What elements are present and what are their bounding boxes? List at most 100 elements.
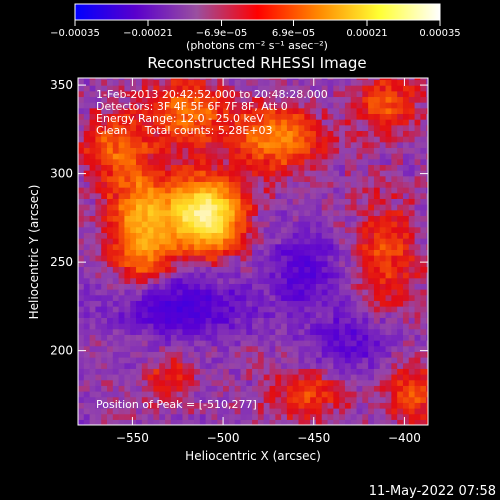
heatmap-cell <box>83 317 91 324</box>
heatmap-cell <box>211 136 218 143</box>
heatmap-cell <box>344 379 352 386</box>
heatmap-cell <box>153 204 160 211</box>
heatmap-cell <box>344 243 352 250</box>
heatmap-cell <box>292 351 300 358</box>
heatmap-cell <box>275 170 282 177</box>
heatmap-cell <box>112 419 120 425</box>
heatmap-cell <box>188 119 195 126</box>
heatmap-cell <box>165 96 172 103</box>
x-tick-label: −400 <box>388 431 421 445</box>
heatmap-cell <box>147 283 155 290</box>
heatmap-cell <box>89 385 97 392</box>
heatmap-cell <box>223 113 230 120</box>
heatmap-cell <box>269 340 276 347</box>
heatmap-cell <box>211 198 218 205</box>
heatmap-cell <box>234 345 242 352</box>
heatmap-cell <box>379 192 387 199</box>
heatmap-cell <box>385 277 392 284</box>
heatmap-cell <box>211 311 218 318</box>
heatmap-cell <box>344 153 352 160</box>
heatmap-cell <box>263 147 271 154</box>
heatmap-cell <box>304 345 311 352</box>
heatmap-cell <box>426 379 428 386</box>
heatmap-cell <box>286 79 294 86</box>
heatmap-cell <box>263 238 271 245</box>
heatmap-cell <box>362 294 369 301</box>
heatmap-cell <box>426 277 428 284</box>
heatmap-cell <box>269 272 276 279</box>
heatmap-cell <box>263 379 271 386</box>
heatmap-cell <box>263 232 271 239</box>
heatmap-cell <box>112 294 120 301</box>
heatmap-cell <box>414 277 421 284</box>
heatmap-cell <box>211 345 218 352</box>
heatmap-cell <box>188 306 195 313</box>
heatmap-cell <box>234 385 242 392</box>
heatmap-cell <box>344 175 352 182</box>
heatmap-cell <box>118 362 126 369</box>
heatmap-cell <box>217 300 224 307</box>
heatmap-cell <box>339 340 346 347</box>
heatmap-cell <box>292 391 300 398</box>
heatmap-cell <box>402 408 410 415</box>
heatmap-cell <box>257 368 265 375</box>
heatmap-cell <box>356 79 363 86</box>
heatmap-cell <box>408 294 416 301</box>
heatmap-cell <box>304 96 311 103</box>
heatmap-cell <box>368 119 375 126</box>
heatmap-cell <box>275 124 282 132</box>
heatmap-cell <box>130 351 137 358</box>
heatmap-cell <box>101 334 108 341</box>
heatmap-cell <box>333 243 340 250</box>
heatmap-cell <box>281 351 288 358</box>
heatmap-cell <box>408 419 416 425</box>
heatmap-cell <box>327 85 334 92</box>
heatmap-cell <box>350 136 358 143</box>
heatmap-cell <box>420 345 427 352</box>
heatmap-cell <box>89 215 97 222</box>
heatmap-cell <box>170 187 178 194</box>
heatmap-cell <box>182 102 189 109</box>
heatmap-cell <box>310 402 317 409</box>
heatmap-cell <box>275 334 282 341</box>
heatmap-cell <box>141 277 149 284</box>
heatmap-cell <box>368 368 375 375</box>
heatmap-cell <box>252 419 259 425</box>
heatmap-cell <box>130 141 137 148</box>
heatmap-cell <box>281 158 288 165</box>
heatmap-cell <box>402 323 410 330</box>
heatmap-cell <box>257 130 265 137</box>
heatmap-cell <box>339 413 346 420</box>
heatmap-cell <box>356 311 363 318</box>
heatmap-cell <box>199 243 207 250</box>
heatmap-cell <box>205 260 213 267</box>
heatmap-cell <box>101 124 108 132</box>
heatmap-cell <box>304 357 311 364</box>
heatmap-cell <box>420 368 427 375</box>
heatmap-cell <box>385 232 392 239</box>
heatmap-cell <box>269 141 276 148</box>
heatmap-cell <box>89 402 97 409</box>
heatmap-cell <box>211 306 218 313</box>
heatmap-cell <box>217 277 224 284</box>
heatmap-cell <box>321 289 329 296</box>
heatmap-cell <box>188 158 195 165</box>
heatmap-cell <box>217 153 224 160</box>
heatmap-cell <box>310 357 317 364</box>
heatmap-cell <box>263 164 271 171</box>
heatmap-cell <box>402 317 410 324</box>
heatmap-cell <box>362 85 369 92</box>
heatmap-cell <box>101 300 108 307</box>
heatmap-cell <box>182 334 189 341</box>
heatmap-cell <box>176 266 184 273</box>
heatmap-cell <box>78 374 85 381</box>
heatmap-cell <box>147 243 155 250</box>
heatmap-cell <box>211 334 218 341</box>
heatmap-cell <box>304 328 311 335</box>
heatmap-cell <box>83 187 91 194</box>
heatmap-cell <box>130 266 137 273</box>
heatmap-cell <box>426 323 428 330</box>
heatmap-cell <box>339 221 346 228</box>
heatmap-cell <box>339 266 346 273</box>
heatmap-cell <box>327 345 334 352</box>
